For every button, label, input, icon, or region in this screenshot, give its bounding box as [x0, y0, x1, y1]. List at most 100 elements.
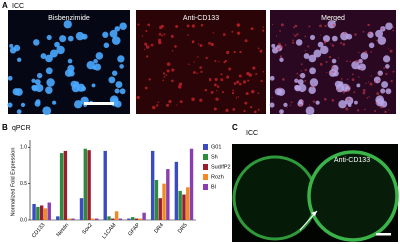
- nucleus: [45, 54, 53, 63]
- legend-swatch: [203, 174, 208, 180]
- stain: [210, 90, 214, 94]
- nucleus: [298, 99, 304, 105]
- bar: [36, 206, 40, 220]
- nucleus: [68, 70, 75, 77]
- stain: [277, 47, 280, 51]
- stain: [364, 108, 366, 111]
- bar: [174, 161, 179, 220]
- nucleus: [299, 72, 306, 79]
- stain: [389, 49, 393, 53]
- stain: [382, 91, 384, 93]
- stain: [250, 27, 254, 31]
- legend-label: G01: [211, 144, 221, 150]
- stain: [311, 85, 314, 88]
- stain: [209, 77, 211, 80]
- y-tick-label: 0.0: [20, 217, 27, 223]
- nucleus: [358, 58, 363, 64]
- stain: [222, 33, 226, 36]
- nucleus: [305, 106, 315, 116]
- bar: [94, 218, 99, 220]
- stain: [248, 73, 253, 77]
- stain: [367, 23, 370, 26]
- nucleus: [377, 70, 383, 76]
- stain: [179, 100, 183, 104]
- stain: [345, 107, 349, 111]
- stain: [197, 43, 200, 45]
- stain: [336, 89, 339, 91]
- stain: [375, 102, 378, 105]
- stain: [362, 91, 366, 95]
- bar: [59, 153, 64, 220]
- bar: [32, 204, 36, 220]
- nucleus: [76, 83, 86, 92]
- stain: [307, 45, 310, 48]
- stain: [216, 85, 220, 88]
- stain: [330, 43, 332, 45]
- stain: [340, 42, 343, 45]
- stain: [178, 82, 183, 86]
- stain: [262, 29, 265, 32]
- stain: [277, 42, 281, 46]
- stain: [304, 68, 307, 72]
- nucleus: [309, 78, 319, 87]
- stain: [141, 35, 144, 37]
- stain: [300, 70, 302, 72]
- stain: [247, 79, 250, 82]
- y-tick-label: 1.0: [20, 145, 27, 151]
- scale-bar: [376, 233, 391, 236]
- stain: [166, 69, 170, 73]
- stain: [325, 60, 328, 64]
- nucleus: [36, 72, 43, 79]
- nucleus: [114, 100, 122, 108]
- nucleus: [340, 31, 349, 41]
- bar: [83, 148, 88, 220]
- stain: [235, 97, 238, 99]
- stain: [342, 43, 346, 46]
- legend-label: Rozh: [211, 174, 224, 180]
- stain: [144, 42, 148, 46]
- stain: [377, 79, 380, 82]
- stain: [193, 61, 195, 63]
- stain: [168, 99, 172, 104]
- nucleus: [33, 39, 40, 46]
- stain: [218, 60, 220, 63]
- stain: [244, 101, 248, 105]
- scale-bar: [84, 102, 114, 105]
- stain: [370, 51, 373, 53]
- stain: [137, 23, 140, 26]
- nucleus: [95, 52, 104, 60]
- nucleus: [7, 75, 13, 81]
- stain: [148, 78, 151, 81]
- bar: [87, 150, 91, 220]
- nucleus: [119, 88, 126, 95]
- stain: [147, 23, 151, 27]
- bar: [39, 205, 44, 220]
- stain: [208, 41, 211, 45]
- stain: [348, 85, 351, 88]
- stain: [213, 83, 217, 87]
- bar: [71, 218, 75, 220]
- nucleus: [303, 53, 310, 59]
- nucleus: [46, 34, 52, 41]
- stain: [280, 23, 284, 27]
- bar: [63, 150, 68, 220]
- stain: [176, 104, 178, 106]
- bar: [154, 180, 159, 220]
- nucleus: [14, 88, 23, 96]
- stain: [332, 23, 336, 27]
- bar: [131, 217, 135, 220]
- stain: [383, 67, 386, 69]
- stain: [157, 101, 159, 104]
- stain: [255, 73, 258, 75]
- bar: [107, 216, 111, 220]
- nucleus: [331, 35, 338, 42]
- bar: [182, 194, 186, 220]
- stain: [312, 83, 314, 85]
- stain: [326, 71, 328, 74]
- stain: [297, 76, 299, 78]
- nucleus: [368, 42, 375, 49]
- nucleus: [31, 78, 36, 83]
- stain: [328, 55, 332, 59]
- stain: [346, 84, 348, 86]
- stain: [163, 76, 166, 78]
